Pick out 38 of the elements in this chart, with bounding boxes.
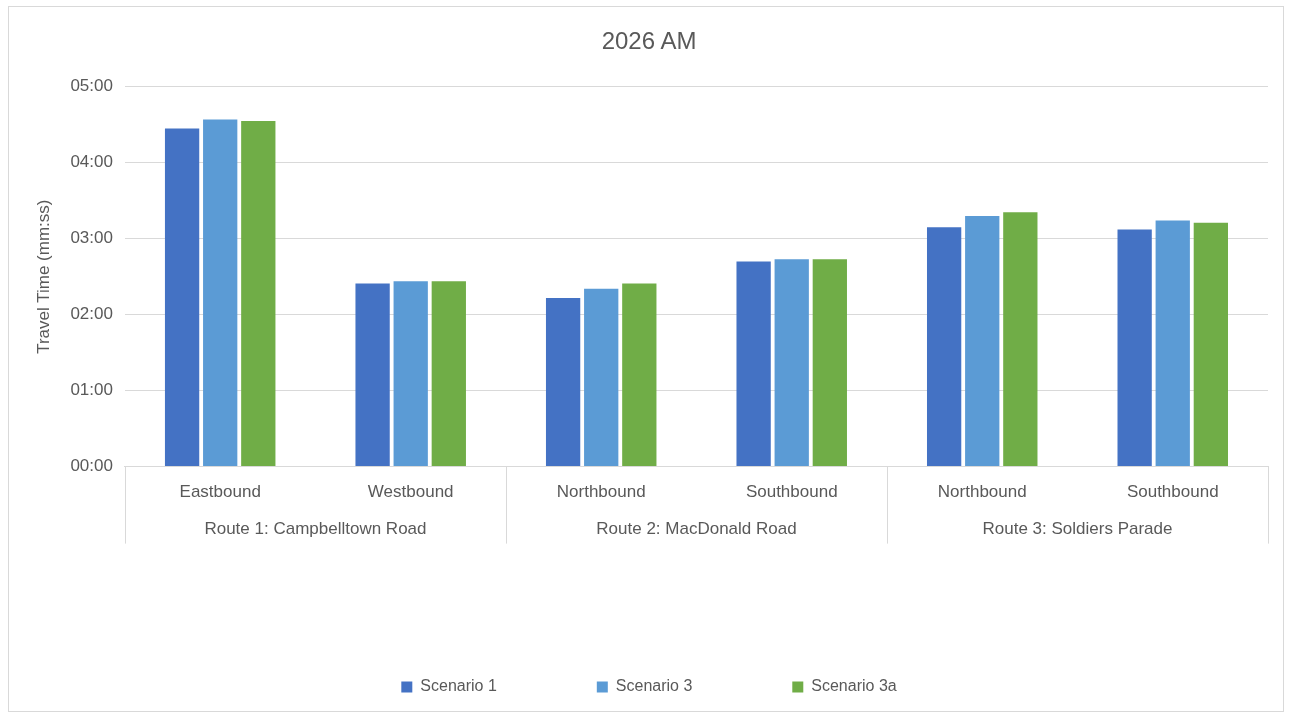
bar	[1003, 212, 1038, 467]
bar	[1117, 229, 1152, 467]
bar	[736, 261, 771, 467]
x-tick-label: Westbound	[367, 482, 454, 502]
bar	[774, 259, 809, 467]
y-tick-label: 05:00	[70, 76, 113, 96]
bar	[812, 259, 847, 467]
y-tick-label: 01:00	[70, 380, 113, 400]
legend-label: Scenario 3a	[811, 677, 897, 695]
bar	[584, 288, 619, 467]
x-tick-label: Northbound	[937, 482, 1027, 502]
bar	[965, 215, 1000, 467]
bar	[431, 281, 466, 467]
text: Route 1: Campbelltown Road	[204, 519, 427, 539]
text: Route 2: MacDonald Road	[596, 519, 797, 539]
chart-title: 2026 AM	[601, 27, 697, 55]
bar	[1155, 220, 1190, 467]
bar	[164, 128, 200, 467]
bar	[545, 297, 581, 467]
bar	[241, 120, 276, 467]
bar	[355, 283, 390, 467]
y-tick-label: 03:00	[70, 228, 113, 248]
x-tick-label: Northbound	[556, 482, 646, 502]
y-tick-label: 00:00	[70, 456, 113, 476]
legend-label: Scenario 3	[615, 677, 693, 695]
bar	[926, 227, 962, 467]
x-tick-label: Southbound	[1126, 482, 1219, 502]
bar	[203, 119, 238, 467]
bar	[393, 281, 428, 467]
bar	[1193, 222, 1228, 467]
y-tick-label: 02:00	[70, 304, 113, 324]
legend-label: Scenario 1	[420, 677, 497, 695]
x-tick-label: Southbound	[745, 482, 838, 502]
y-axis-title: Travel Time (mm:ss)	[33, 199, 53, 354]
bar	[622, 283, 657, 467]
x-tick-label: Eastbound	[179, 482, 261, 502]
y-tick-label: 04:00	[70, 152, 113, 172]
text: Route 3: Soldiers Parade	[982, 519, 1173, 539]
